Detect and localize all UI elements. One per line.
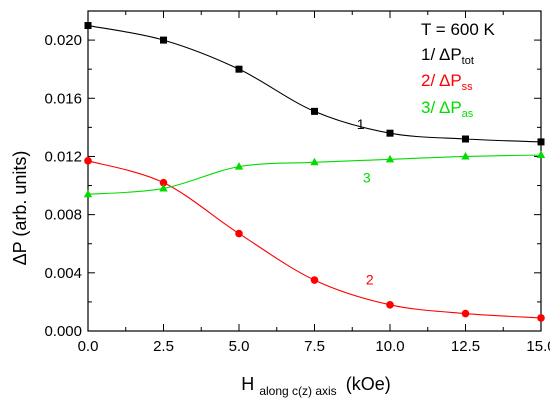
legend-entry-2-sub: ss bbox=[462, 81, 474, 93]
x-axis-title: H along c(z) axis (kOe) bbox=[241, 374, 390, 399]
series-1-marker bbox=[311, 107, 318, 115]
legend-entry-1: 1/ ΔPtot bbox=[421, 45, 474, 67]
y-tick-label: 0.016 bbox=[44, 90, 82, 107]
series-3-marker bbox=[385, 154, 395, 163]
series-lines bbox=[87, 25, 542, 319]
series-3-marker bbox=[83, 189, 93, 198]
y-tick-label: 0.004 bbox=[44, 265, 82, 282]
series-2-marker bbox=[537, 314, 545, 322]
series-2-marker bbox=[159, 178, 168, 187]
legend-entry-2-main: 2/ ΔP bbox=[421, 71, 462, 90]
series-1-marker bbox=[235, 65, 243, 73]
legend-entry-3-sub: as bbox=[462, 108, 474, 120]
legend-header: T = 600 K bbox=[421, 20, 496, 39]
legend-entry-3-main: 3/ ΔP bbox=[421, 98, 462, 117]
series-3-marker bbox=[536, 150, 546, 158]
series-3-label: 3 bbox=[363, 170, 371, 186]
series-labels: 1 2 3 bbox=[357, 116, 374, 288]
x-axis-title-sub: along c(z) axis bbox=[259, 384, 336, 398]
tick-labels: 0.0 2.5 5.0 7.5 10.0 12.5 15.0 0.000 0.004 0.008 0… bbox=[44, 32, 550, 355]
x-tick-label: 15.0 bbox=[526, 338, 550, 355]
x-tick-label: 0.0 bbox=[78, 338, 99, 355]
legend-entry-2: 2/ ΔPss bbox=[421, 71, 473, 93]
series-2-line bbox=[87, 160, 542, 319]
x-tick-label: 2.5 bbox=[153, 338, 174, 355]
series-1-marker bbox=[386, 129, 394, 137]
x-tick-label: 5.0 bbox=[229, 338, 250, 355]
legend-entry-1-sub: tot bbox=[462, 55, 474, 67]
series-1-label: 1 bbox=[357, 116, 365, 132]
series-3-marker bbox=[310, 157, 319, 166]
legend-entry-1-main: 1/ ΔP bbox=[421, 45, 462, 64]
series-2-marker bbox=[461, 309, 470, 318]
x-tick-label: 12.5 bbox=[451, 338, 480, 355]
axis-ticks bbox=[87, 11, 542, 332]
series-2-marker bbox=[386, 301, 394, 309]
x-tick-label: 7.5 bbox=[304, 338, 325, 355]
y-tick-label: 0.008 bbox=[44, 207, 82, 224]
series-2-label: 2 bbox=[366, 271, 374, 287]
series-2-marker bbox=[310, 276, 319, 284]
legend-entry-3: 3/ ΔPas bbox=[421, 98, 474, 120]
y-tick-label: 0.012 bbox=[44, 148, 82, 165]
series-2-marker bbox=[235, 229, 243, 238]
x-axis-title-unit: (kOe) bbox=[346, 374, 391, 394]
series-1-marker bbox=[84, 22, 92, 30]
series-3-marker bbox=[461, 151, 470, 160]
series-3-marker bbox=[234, 162, 244, 170]
series-1-line bbox=[87, 25, 542, 143]
series-1-marker bbox=[462, 135, 469, 143]
legend: T = 600 K 1/ ΔPtot 2/ ΔPss 3/ ΔPas bbox=[421, 20, 496, 120]
y-tick-label: 0.020 bbox=[44, 32, 82, 49]
x-axis-title-main: H bbox=[241, 374, 254, 394]
y-axis-title: ΔP (arb. units) bbox=[10, 151, 30, 266]
y-tick-label: 0.000 bbox=[44, 323, 82, 340]
series-1-marker bbox=[537, 138, 545, 146]
series-markers bbox=[83, 22, 546, 322]
x-tick-label: 10.0 bbox=[375, 338, 404, 355]
series-2-marker bbox=[84, 157, 92, 165]
series-3-marker bbox=[159, 183, 168, 192]
series-1-marker bbox=[160, 36, 167, 44]
